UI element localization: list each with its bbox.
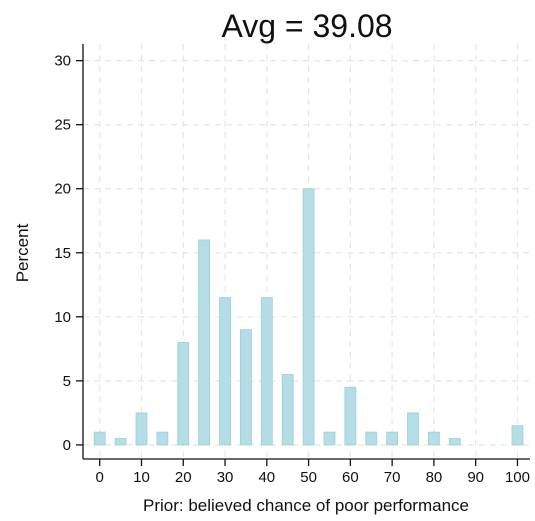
bar <box>198 239 211 446</box>
bar <box>93 431 106 446</box>
bar <box>135 412 148 446</box>
bar <box>511 425 524 446</box>
bar <box>302 188 315 446</box>
x-tick-label: 80 <box>426 469 443 486</box>
bar <box>386 431 399 446</box>
bar <box>177 342 190 446</box>
bar <box>428 431 440 446</box>
bar <box>365 431 378 446</box>
y-tick-label: 15 <box>54 245 71 262</box>
x-tick-label: 0 <box>96 469 104 486</box>
chart-title: Avg = 39.08 <box>221 8 392 44</box>
bar <box>407 412 419 446</box>
x-tick-label: 90 <box>467 469 484 486</box>
x-tick-label: 30 <box>217 469 234 486</box>
bar <box>240 329 252 446</box>
y-axis-title: Percent <box>13 223 32 282</box>
y-tick-label: 10 <box>54 309 71 326</box>
bar <box>323 431 336 446</box>
y-tick-label: 20 <box>54 181 71 198</box>
x-tick-label: 70 <box>384 469 401 486</box>
y-tick-label: 30 <box>54 53 71 70</box>
y-tick-label: 0 <box>63 437 71 454</box>
y-tick-label: 25 <box>54 117 71 134</box>
bars <box>93 188 524 446</box>
bar <box>260 297 273 446</box>
x-tick-label: 60 <box>342 469 359 486</box>
bar <box>219 297 231 446</box>
x-tick-label: 10 <box>133 469 150 486</box>
x-tick-label: 50 <box>300 469 317 486</box>
x-axis-title: Prior: believed chance of poor performan… <box>143 496 469 515</box>
x-tick-label: 40 <box>258 469 275 486</box>
x-tick-label: 100 <box>505 469 530 486</box>
x-tick-label: 20 <box>175 469 192 486</box>
bar <box>114 438 127 446</box>
bar <box>448 438 461 446</box>
bar <box>281 374 294 446</box>
bar <box>156 431 169 446</box>
bar <box>344 386 357 446</box>
axes: 0 5 10 15 20 25 30 0 10 20 30 40 50 60 70 80 90 100 <box>54 44 530 486</box>
y-tick-label: 5 <box>63 373 71 390</box>
